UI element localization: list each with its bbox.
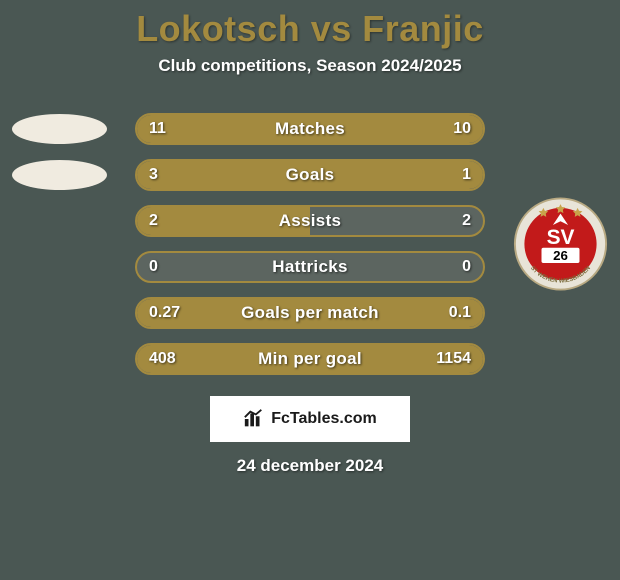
source-badge: FcTables.com: [210, 396, 410, 442]
stat-bar: 408 Min per goal 1154: [135, 343, 485, 375]
stat-bar: 0.27 Goals per match 0.1: [135, 297, 485, 329]
page-title: Lokotsch vs Franjic: [136, 8, 484, 50]
oval-icon: [12, 160, 107, 190]
stat-bar: 3 Goals 1: [135, 159, 485, 191]
stat-row: 408 Min per goal 1154: [0, 336, 620, 382]
stat-bar: 0 Hattricks 0: [135, 251, 485, 283]
stat-value-right: 10: [453, 115, 471, 143]
comparison-infographic: Lokotsch vs Franjic Club competitions, S…: [0, 0, 620, 580]
stat-value-right: 0.1: [449, 299, 471, 327]
page-subtitle: Club competitions, Season 2024/2025: [158, 56, 461, 76]
stat-label: Min per goal: [137, 345, 483, 373]
stat-label: Goals: [137, 161, 483, 189]
stat-value-right: 2: [462, 207, 471, 235]
chart-bars-icon: [243, 408, 265, 430]
stat-value-right: 0: [462, 253, 471, 281]
oval-icon: [12, 114, 107, 144]
source-label: FcTables.com: [271, 410, 377, 428]
stat-label: Assists: [137, 207, 483, 235]
stat-label: Hattricks: [137, 253, 483, 281]
stat-row: 0.27 Goals per match 0.1: [0, 290, 620, 336]
stat-row: 11 Matches 10: [0, 106, 620, 152]
stat-label: Goals per match: [137, 299, 483, 327]
player-left-badge: [12, 109, 107, 149]
stat-label: Matches: [137, 115, 483, 143]
stat-value-right: 1154: [436, 345, 471, 373]
stat-row: 3 Goals 1: [0, 152, 620, 198]
player-left-badge: [12, 155, 107, 195]
stat-bar: 11 Matches 10: [135, 113, 485, 145]
date-label: 24 december 2024: [237, 456, 384, 476]
stat-bar: 2 Assists 2: [135, 205, 485, 237]
stat-row: 0 Hattricks 0: [0, 244, 620, 290]
stat-row: 2 Assists 2 SV 26 ST WEHEN WIESBADEN: [0, 198, 620, 244]
stat-value-right: 1: [462, 161, 471, 189]
